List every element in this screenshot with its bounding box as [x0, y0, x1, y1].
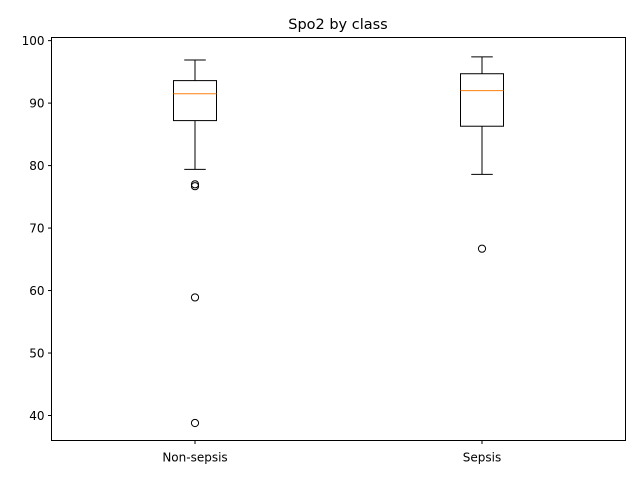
x-tick-label: Non-sepsis [162, 451, 227, 465]
axes-frame [51, 37, 626, 441]
y-tick-label: 90 [29, 96, 44, 110]
outlier-point [190, 182, 200, 191]
outlier-point [477, 244, 487, 253]
plot-area [173, 56, 504, 428]
x-tick-label: Sepsis [463, 451, 501, 465]
outlier-point [190, 418, 200, 428]
outlier-point [190, 293, 200, 302]
iqr-box [173, 80, 217, 122]
axes: 40 50 60 70 80 90 100 Non-sepsis Sepsis [22, 34, 502, 465]
y-tick-label: 60 [29, 284, 44, 298]
y-tick-label: 80 [29, 159, 44, 173]
box-group-non-sepsis [173, 59, 217, 428]
y-tick-label: 70 [29, 221, 44, 235]
box-group-sepsis [460, 56, 504, 253]
y-tick-label: 50 [29, 346, 44, 360]
chart-title: Spo2 by class [288, 17, 388, 33]
y-tick-label: 40 [29, 409, 44, 423]
iqr-box [460, 73, 504, 127]
y-tick-label: 100 [22, 34, 45, 48]
